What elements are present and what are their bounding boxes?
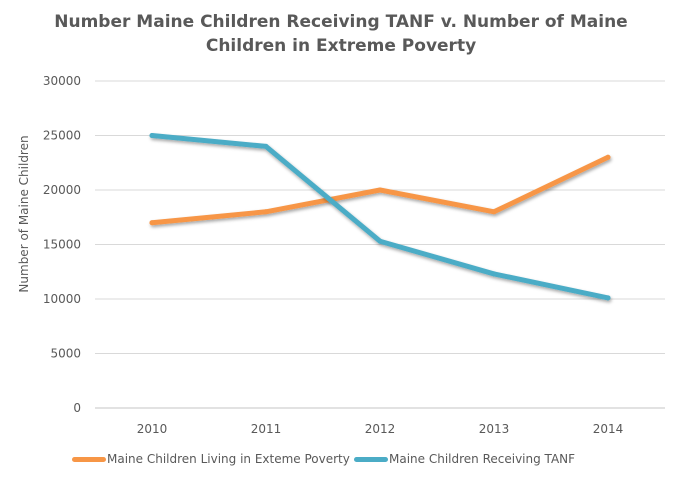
y-tick-label: 25000 [43,129,81,143]
data-point[interactable] [263,209,269,215]
data-point[interactable] [491,271,497,277]
legend-label-poverty: Maine Children Living in Exteme Poverty [107,452,350,466]
x-tick-label: 2012 [365,422,396,436]
data-point[interactable] [377,238,383,244]
y-tick-label: 5000 [50,347,81,361]
y-axis-ticks: 0 5000 10000 15000 20000 25000 30000 [43,74,81,415]
legend-swatch-poverty [72,456,106,462]
legend-label-tanf: Maine Children Receiving TANF [389,452,576,466]
chart-title-line-2: Children in Extreme Poverty [205,36,477,56]
data-point[interactable] [149,133,155,138]
data-point[interactable] [605,154,611,160]
y-tick-label: 0 [73,401,81,415]
data-point[interactable] [263,143,269,149]
y-tick-label: 10000 [43,292,81,306]
x-tick-label: 2011 [251,422,282,436]
x-tick-label: 2014 [593,422,624,436]
legend-item-tanf[interactable]: Maine Children Receiving TANF [354,452,575,466]
legend-item-poverty[interactable]: Maine Children Living in Exteme Poverty [72,452,350,466]
y-tick-label: 15000 [43,238,81,252]
chart-title-line-1: Number Maine Children Receiving TANF v. … [54,12,628,32]
y-tick-label: 30000 [43,74,81,88]
series-lines [149,133,611,301]
x-axis-ticks: 2010 2011 2012 2013 2014 [137,422,624,436]
y-tick-label: 20000 [43,183,81,197]
gridlines [95,80,665,409]
data-point[interactable] [491,209,497,215]
chart-title: Number Maine Children Receiving TANF v. … [0,10,682,58]
x-tick-label: 2013 [479,422,510,436]
legend-swatch-tanf [354,456,388,462]
data-point[interactable] [605,295,611,301]
legend: Maine Children Living in Exteme Poverty … [0,452,682,472]
data-point[interactable] [377,187,383,193]
data-point[interactable] [149,220,155,226]
x-tick-label: 2010 [137,422,168,436]
y-axis-label: Number of Maine Children [17,135,31,292]
